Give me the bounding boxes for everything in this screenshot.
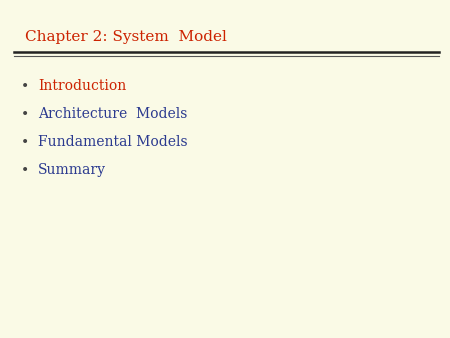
Text: Fundamental Models: Fundamental Models	[38, 135, 188, 149]
Text: Summary: Summary	[38, 163, 106, 177]
Text: •: •	[21, 163, 29, 177]
Text: •: •	[21, 107, 29, 121]
Text: •: •	[21, 79, 29, 93]
Text: Chapter 2: System  Model: Chapter 2: System Model	[25, 30, 227, 44]
Text: Introduction: Introduction	[38, 79, 126, 93]
Text: Architecture  Models: Architecture Models	[38, 107, 188, 121]
Text: •: •	[21, 135, 29, 149]
